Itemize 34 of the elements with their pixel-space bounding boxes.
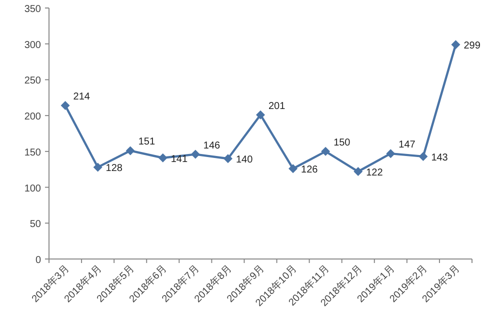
data-label: 122 xyxy=(366,168,384,179)
point xyxy=(60,101,70,110)
point xyxy=(93,162,102,172)
data-label: 140 xyxy=(236,154,254,166)
y-tick-label: 250 xyxy=(24,76,42,87)
data-label: 143 xyxy=(431,152,448,164)
data-label: 126 xyxy=(301,164,318,176)
data-label: 201 xyxy=(268,100,286,112)
y-tick-label: 150 xyxy=(24,147,42,158)
point xyxy=(223,154,232,164)
y-tick-label: 100 xyxy=(24,183,42,194)
data-label: 147 xyxy=(398,140,416,151)
point xyxy=(158,153,168,162)
point xyxy=(386,149,396,158)
point xyxy=(321,146,330,156)
y-tick-label: 350 xyxy=(24,4,42,15)
y-tick-label: 0 xyxy=(35,255,42,266)
point xyxy=(418,152,428,161)
point xyxy=(451,40,460,50)
y-tick-label: 200 xyxy=(24,112,42,123)
data-label: 214 xyxy=(73,92,90,103)
point xyxy=(190,150,200,159)
y-tick-label: 50 xyxy=(30,219,42,230)
point xyxy=(288,164,298,174)
point xyxy=(126,146,135,156)
data-label: 128 xyxy=(106,163,123,174)
data-label: 150 xyxy=(334,137,351,148)
point xyxy=(354,167,363,176)
point xyxy=(256,110,265,120)
data-label: 299 xyxy=(464,40,481,52)
data-label: 141 xyxy=(170,154,188,165)
y-tick-label: 300 xyxy=(24,40,42,51)
data-label: 146 xyxy=(203,140,221,152)
data-label: 151 xyxy=(138,136,156,148)
